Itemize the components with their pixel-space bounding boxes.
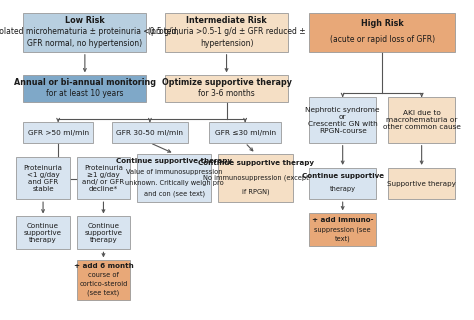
FancyBboxPatch shape: [219, 154, 293, 202]
Text: Supportive therapy: Supportive therapy: [387, 180, 456, 187]
FancyBboxPatch shape: [165, 75, 288, 102]
Text: No immunosuppression (except: No immunosuppression (except: [203, 174, 309, 180]
FancyBboxPatch shape: [77, 216, 130, 249]
Text: (proteinuria >0.5-1 g/d ± GFR reduced ±: (proteinuria >0.5-1 g/d ± GFR reduced ±: [148, 27, 305, 36]
Text: Continue
supportive
therapy: Continue supportive therapy: [84, 223, 122, 243]
Text: GFR normal, no hypertension): GFR normal, no hypertension): [27, 39, 142, 48]
FancyBboxPatch shape: [209, 122, 281, 143]
Text: cortico-steroid: cortico-steroid: [79, 281, 128, 287]
Text: Continue supportive: Continue supportive: [301, 173, 383, 179]
Text: Continue
supportive
therapy: Continue supportive therapy: [24, 223, 62, 243]
Text: (isolated microhematuria ± proteinuria <0.5 g/d,: (isolated microhematuria ± proteinuria <…: [0, 27, 179, 36]
Text: text): text): [335, 236, 351, 242]
Text: hypertension): hypertension): [200, 39, 253, 48]
Text: and con (see text): and con (see text): [144, 191, 205, 197]
Text: Nephrotic syndrome
or
Crescentic GN with
RPGN-course: Nephrotic syndrome or Crescentic GN with…: [305, 107, 380, 133]
FancyBboxPatch shape: [388, 97, 456, 143]
FancyBboxPatch shape: [77, 260, 130, 300]
Text: Continue supportive therapy: Continue supportive therapy: [198, 160, 314, 166]
Text: (acute or rapid loss of GFR): (acute or rapid loss of GFR): [329, 35, 435, 44]
Text: therapy: therapy: [330, 186, 356, 192]
Text: + add immuno-: + add immuno-: [312, 217, 374, 223]
Text: GFR ≤30 ml/min: GFR ≤30 ml/min: [215, 130, 276, 136]
Text: Continue supportive therapy: Continue supportive therapy: [116, 158, 232, 164]
Text: High Risk: High Risk: [361, 19, 403, 28]
FancyBboxPatch shape: [16, 216, 70, 249]
Text: for at least 10 years: for at least 10 years: [46, 89, 124, 98]
FancyBboxPatch shape: [111, 122, 188, 143]
Text: unknown. Critically weigh pro: unknown. Critically weigh pro: [125, 180, 224, 186]
Text: GFR >50 ml/min: GFR >50 ml/min: [27, 130, 89, 136]
Text: AKI due to
macrohematuria or
other common cause: AKI due to macrohematuria or other commo…: [383, 110, 461, 130]
Text: Annual or bi-annual monitoring: Annual or bi-annual monitoring: [14, 78, 156, 87]
Text: course of: course of: [88, 272, 119, 278]
Text: GFR 30-50 ml/min: GFR 30-50 ml/min: [117, 130, 183, 136]
Text: Optimize supportive therapy: Optimize supportive therapy: [162, 78, 292, 87]
FancyBboxPatch shape: [309, 97, 376, 143]
Text: (see text): (see text): [87, 290, 119, 296]
FancyBboxPatch shape: [309, 12, 456, 52]
Text: suppression (see: suppression (see: [314, 226, 371, 233]
Text: Low Risk: Low Risk: [65, 16, 105, 25]
FancyBboxPatch shape: [77, 157, 130, 199]
Text: Proteinuria
≥1 g/day
and/ or GFR
decline*: Proteinuria ≥1 g/day and/ or GFR decline…: [82, 164, 125, 192]
FancyBboxPatch shape: [309, 213, 376, 246]
Text: for 3-6 months: for 3-6 months: [198, 89, 255, 98]
Text: + add 6 month: + add 6 month: [73, 263, 133, 269]
FancyBboxPatch shape: [23, 75, 146, 102]
Text: Intermediate Risk: Intermediate Risk: [186, 16, 267, 25]
FancyBboxPatch shape: [16, 157, 70, 199]
FancyBboxPatch shape: [23, 12, 146, 52]
Text: Value of immunosuppression: Value of immunosuppression: [126, 169, 222, 175]
Text: if RPGN): if RPGN): [242, 188, 269, 195]
FancyBboxPatch shape: [165, 12, 288, 52]
FancyBboxPatch shape: [137, 154, 211, 202]
Text: Proteinuria
<1 g/day
and GFR
stable: Proteinuria <1 g/day and GFR stable: [24, 164, 63, 192]
FancyBboxPatch shape: [388, 168, 456, 199]
FancyBboxPatch shape: [309, 168, 376, 199]
FancyBboxPatch shape: [23, 122, 93, 143]
